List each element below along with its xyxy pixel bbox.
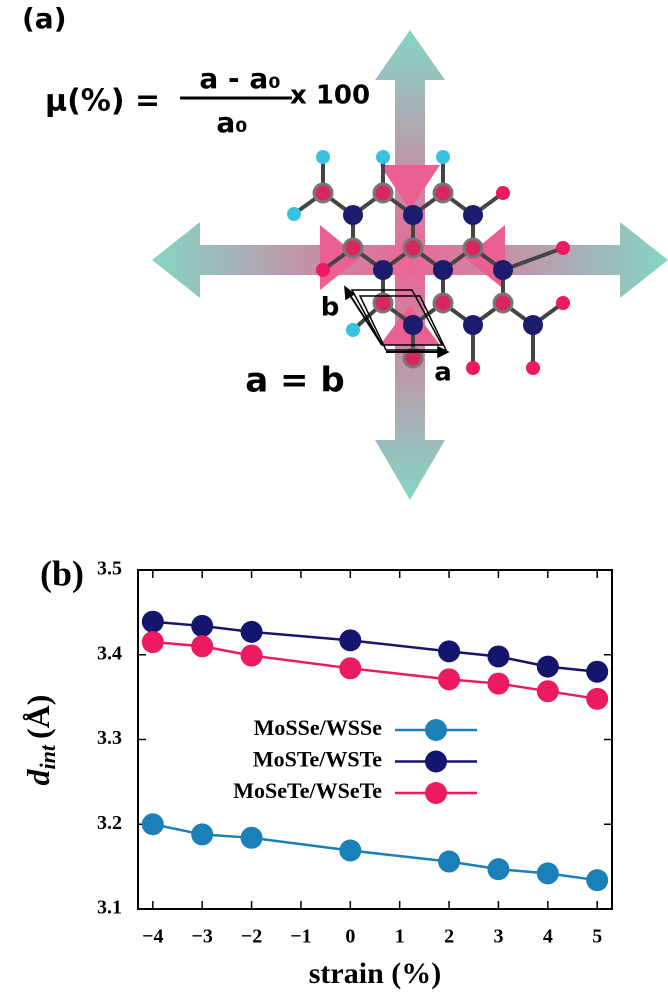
data-point: [536, 862, 559, 885]
y-axis-subscript: int: [35, 744, 60, 769]
inward-arrow: [380, 165, 440, 210]
data-point: [240, 826, 263, 849]
data-point: [240, 644, 263, 667]
data-point: [487, 645, 510, 668]
data-point: [339, 657, 362, 680]
x-tick-label: 0: [345, 926, 355, 948]
legend-label: MoSeTe/WSeTe: [233, 778, 382, 803]
data-point: [586, 869, 609, 892]
data-point: [438, 850, 461, 873]
vector-label: b: [321, 293, 340, 323]
formula-text: x 100: [290, 81, 370, 111]
legend-label: MoSTe/WSTe: [253, 747, 382, 772]
series-line: [152, 620, 598, 673]
data-point: [339, 629, 362, 652]
x-tick-label: 3: [493, 926, 503, 948]
data-point: [438, 668, 461, 691]
formula-text: μ(%) =: [45, 84, 160, 119]
legend-label: MoSSe/WSSe: [254, 715, 383, 740]
panel-label: (a): [22, 2, 67, 35]
x-tick-label: −3: [191, 926, 212, 948]
y-tick-label: 3.5: [97, 558, 122, 580]
data-point: [536, 655, 559, 678]
data-point: [438, 640, 461, 663]
data-point: [487, 672, 510, 695]
data-point: [339, 839, 362, 862]
y-tick-label: 3.3: [97, 727, 122, 749]
x-tick-label: −4: [142, 926, 163, 948]
legend-marker: [425, 719, 447, 741]
equality-text: a = b: [245, 361, 344, 401]
y-tick-label: 3.4: [97, 642, 122, 664]
x-tick-label: −1: [290, 926, 311, 948]
y-axis-unit: (Å): [20, 695, 56, 739]
panel-label: (b): [40, 553, 84, 593]
series-line: [152, 823, 598, 882]
formula-denominator: a₀: [216, 106, 247, 139]
vector-label: a: [434, 358, 452, 388]
atoms: [287, 150, 570, 375]
x-tick-label: 2: [444, 926, 454, 948]
data-point: [586, 687, 609, 710]
unit-cell: [344, 285, 450, 359]
data-point: [191, 823, 214, 846]
data-point: [191, 614, 214, 637]
horizontal-arrow: [152, 222, 668, 298]
data-point: [240, 620, 263, 643]
y-axis-symbol: d: [20, 768, 56, 785]
y-tick-label: 3.1: [97, 897, 122, 919]
formula-numerator: a - a₀: [199, 62, 280, 95]
data-point: [586, 660, 609, 683]
x-tick-label: 1: [395, 926, 405, 948]
data-point: [141, 631, 164, 654]
data-point: [487, 858, 510, 881]
y-axis-label: dint (Å): [20, 695, 60, 786]
data-point: [141, 610, 164, 633]
data-point: [141, 813, 164, 836]
series-line: [152, 640, 598, 701]
x-tick-label: 5: [592, 926, 602, 948]
y-tick-label: 3.2: [97, 812, 122, 834]
data-point: [191, 635, 214, 658]
x-axis-label: strain (%): [309, 957, 441, 990]
x-tick-label: −2: [241, 926, 262, 948]
strain-arrows: [152, 30, 668, 500]
x-tick-label: 4: [543, 926, 553, 948]
legend-marker: [425, 782, 447, 804]
legend-marker: [425, 750, 447, 773]
data-point: [536, 680, 559, 703]
